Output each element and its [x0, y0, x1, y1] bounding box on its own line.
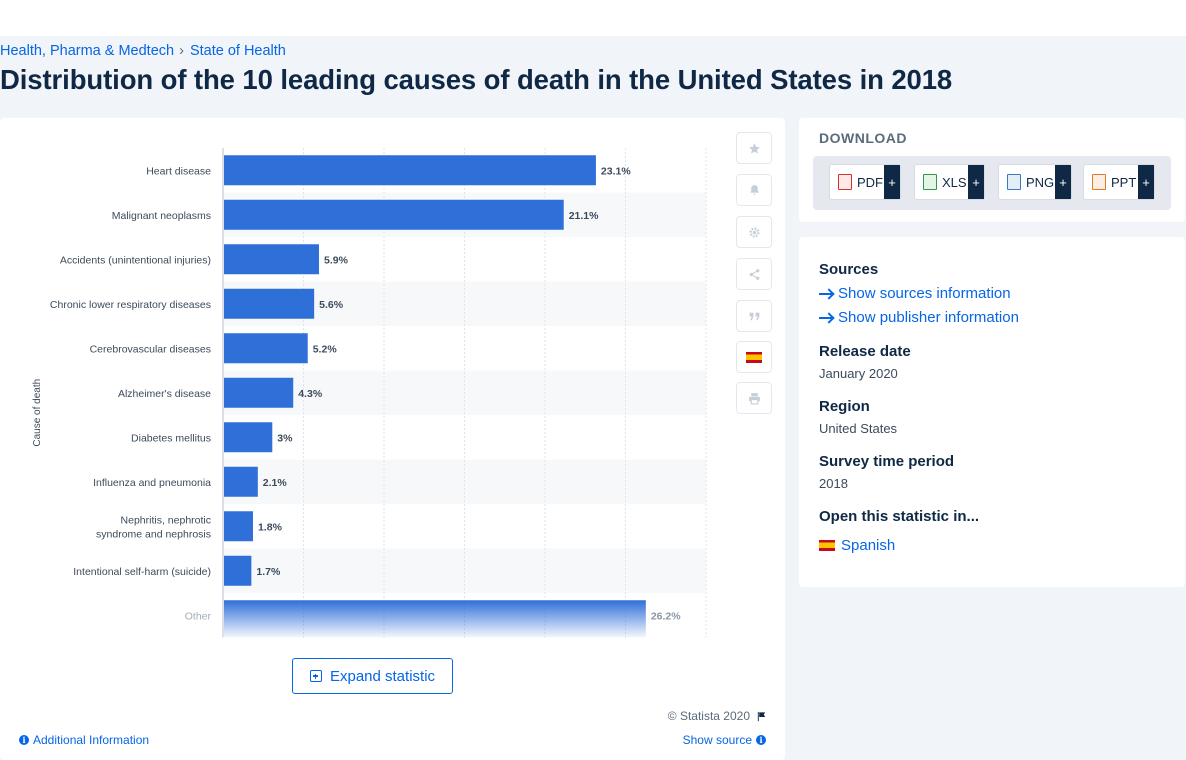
- data-label: 5.2%: [313, 343, 338, 355]
- category-label: Intentional self-harm (suicide): [73, 566, 211, 578]
- download-ppt-button[interactable]: PPT +: [1083, 164, 1155, 200]
- expand-icon: [309, 670, 322, 682]
- print-icon[interactable]: [736, 382, 772, 414]
- category-label: Accidents (unintentional injuries): [60, 254, 211, 266]
- data-label: 4.3%: [298, 388, 323, 400]
- spain-flag-icon: [819, 540, 835, 551]
- expand-statistic-button[interactable]: Expand statistic: [292, 658, 453, 694]
- category-label: Nephritis, nephrotic syndrome and nephros…: [96, 514, 211, 540]
- statistic-details-card: Sources Show sources information Show pu…: [799, 237, 1185, 587]
- bar: [224, 422, 273, 453]
- expand-statistic-label: Expand statistic: [329, 667, 436, 685]
- download-xls-plus[interactable]: +: [968, 165, 984, 199]
- bar: [224, 555, 252, 586]
- show-publisher-label: Show publisher information: [838, 309, 1019, 326]
- download-png-label: PNG: [1026, 174, 1055, 190]
- download-pdf-label: PDF: [857, 174, 883, 190]
- bar: [224, 199, 564, 230]
- bar: [224, 288, 315, 319]
- bell-icon[interactable]: [736, 174, 772, 206]
- y-axis-title: Cause of death: [32, 379, 43, 447]
- survey-period-value: 2018: [819, 476, 848, 491]
- category-label: Chronic lower respiratory diseases: [50, 299, 211, 311]
- show-sources-label: Show sources information: [838, 285, 1011, 302]
- show-publisher-link[interactable]: Show publisher information: [819, 309, 1019, 326]
- data-label: 3%: [277, 432, 293, 444]
- row-band: [223, 548, 706, 593]
- survey-period-heading: Survey time period: [819, 453, 955, 470]
- bar: [224, 600, 646, 638]
- download-pdf-plus[interactable]: +: [884, 165, 900, 199]
- additional-information-link[interactable]: i Additional Information: [19, 733, 149, 747]
- show-source-label: Show source: [682, 733, 752, 747]
- category-label: Cerebrovascular diseases: [90, 343, 211, 355]
- download-bar: PDF + XLS + PNG + PPT +: [813, 156, 1171, 210]
- data-label: 23.1%: [601, 165, 631, 177]
- category-label: Other: [185, 610, 212, 622]
- data-label: 1.7%: [256, 566, 281, 578]
- data-label: 1.8%: [258, 521, 283, 533]
- additional-information-label: Additional Information: [33, 733, 150, 747]
- category-label: Influenza and pneumonia: [93, 477, 211, 489]
- xls-file-icon: [923, 174, 937, 190]
- bar: [224, 244, 319, 275]
- download-png-button[interactable]: PNG +: [998, 164, 1072, 200]
- sources-heading: Sources: [819, 261, 879, 278]
- chart-card: 23.1% Heart disease 21.1% Malignant neoplas…: [0, 118, 785, 760]
- data-label: 5.6%: [319, 299, 344, 311]
- data-label: 21.1%: [569, 210, 599, 222]
- png-file-icon: [1007, 174, 1021, 190]
- open-in-spanish-link[interactable]: Spanish: [819, 537, 895, 554]
- data-label: 26.2%: [651, 610, 681, 622]
- download-png-plus[interactable]: +: [1055, 165, 1071, 199]
- region-value: United States: [819, 421, 898, 436]
- category-label: Heart disease: [146, 165, 211, 177]
- breadcrumb-item[interactable]: Health, Pharma & Medtech: [0, 43, 175, 59]
- breadcrumb-separator: ›: [179, 43, 184, 59]
- region-heading: Region: [819, 398, 870, 415]
- release-date-value: January 2020: [819, 366, 898, 381]
- arrow-right-icon: [819, 316, 832, 319]
- category-label: Malignant neoplasms: [112, 210, 211, 222]
- ppt-file-icon: [1092, 174, 1106, 190]
- copyright: © Statista 2020: [668, 709, 767, 723]
- arrow-right-icon: [819, 292, 832, 295]
- show-source-link[interactable]: Show source i: [683, 733, 766, 747]
- bar: [224, 155, 596, 186]
- category-label: Diabetes mellitus: [131, 432, 211, 444]
- category-label: Alzheimer's disease: [118, 388, 211, 400]
- download-card: DOWNLOAD PDF + XLS + PNG + PPT +: [799, 118, 1185, 222]
- breadcrumb-item[interactable]: State of Health: [189, 43, 286, 59]
- favorite-star-icon[interactable]: [736, 132, 772, 164]
- top-bar: [0, 0, 1186, 36]
- bar-chart: 23.1% Heart disease 21.1% Malignant neoplas…: [32, 148, 707, 638]
- gear-icon[interactable]: [736, 216, 772, 248]
- quote-icon[interactable]: [736, 300, 772, 332]
- copyright-text: © Statista 2020: [667, 709, 750, 723]
- breadcrumb: Health, Pharma & Medtech › State of Health: [0, 43, 286, 59]
- page-title: Distribution of the 10 leading causes of…: [0, 64, 953, 95]
- flag-report-icon[interactable]: [756, 711, 767, 722]
- open-in-spanish-label: Spanish: [841, 537, 896, 554]
- download-ppt-label: PPT: [1111, 174, 1137, 190]
- release-date-heading: Release date: [819, 343, 911, 360]
- download-heading: DOWNLOAD: [819, 130, 907, 146]
- bar: [224, 377, 294, 408]
- download-xls-label: XLS: [942, 174, 967, 190]
- share-icon[interactable]: [736, 258, 772, 290]
- data-label: 5.9%: [324, 254, 349, 266]
- info-icon: i: [756, 735, 766, 745]
- bar: [224, 511, 253, 542]
- download-pdf-button[interactable]: PDF +: [829, 164, 901, 200]
- data-label: 2.1%: [263, 477, 288, 489]
- download-ppt-plus[interactable]: +: [1138, 165, 1154, 199]
- bar: [224, 466, 258, 497]
- info-icon: i: [19, 735, 29, 745]
- download-xls-button[interactable]: XLS +: [914, 164, 985, 200]
- open-in-heading: Open this statistic in...: [819, 508, 980, 525]
- pdf-file-icon: [838, 174, 852, 190]
- show-sources-link[interactable]: Show sources information: [819, 285, 1011, 302]
- spain-flag-icon[interactable]: [736, 341, 772, 373]
- bar: [224, 333, 308, 364]
